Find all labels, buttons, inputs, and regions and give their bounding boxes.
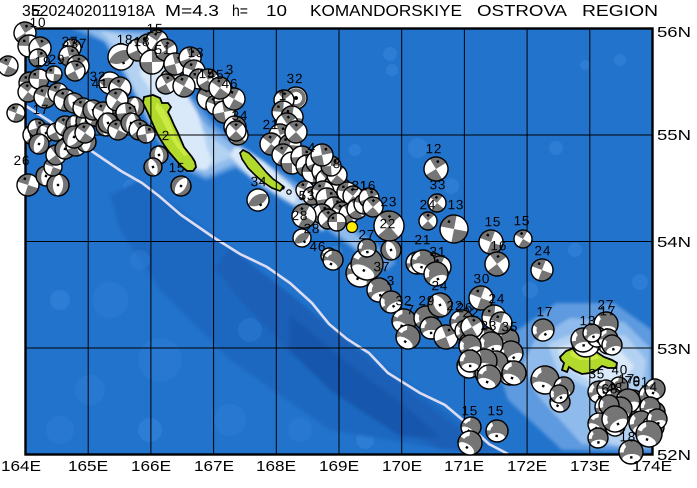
svg-text:21: 21 xyxy=(415,232,432,247)
svg-text:15: 15 xyxy=(485,214,502,229)
svg-text:29: 29 xyxy=(49,52,66,67)
svg-text:18: 18 xyxy=(117,32,134,47)
svg-text:10: 10 xyxy=(30,15,47,30)
svg-text:32: 32 xyxy=(396,293,413,308)
svg-text:171E: 171E xyxy=(444,458,484,475)
svg-text:56N: 56N xyxy=(657,24,691,41)
svg-text:13: 13 xyxy=(448,197,465,212)
svg-text:22: 22 xyxy=(380,216,397,231)
svg-text:32: 32 xyxy=(90,69,107,84)
svg-text:41: 41 xyxy=(92,76,109,91)
svg-text:1: 1 xyxy=(279,88,287,103)
svg-text:16: 16 xyxy=(491,238,508,253)
svg-text:35: 35 xyxy=(502,319,519,334)
svg-text:169E: 169E xyxy=(319,458,359,475)
svg-text:52N: 52N xyxy=(657,447,691,464)
svg-text:31: 31 xyxy=(352,178,369,193)
svg-text:15: 15 xyxy=(514,213,531,228)
svg-text:51: 51 xyxy=(155,42,172,57)
svg-text:15: 15 xyxy=(169,160,186,175)
svg-text:15: 15 xyxy=(147,21,164,36)
svg-text:OSTROVA: OSTROVA xyxy=(477,3,568,20)
svg-text:13: 13 xyxy=(580,313,597,328)
svg-text:13: 13 xyxy=(188,45,205,60)
svg-text:h=: h= xyxy=(232,3,248,20)
svg-text:28: 28 xyxy=(292,208,309,223)
svg-text:28: 28 xyxy=(304,221,321,236)
svg-text:2: 2 xyxy=(162,128,170,143)
svg-text:15: 15 xyxy=(487,403,504,418)
svg-text:37: 37 xyxy=(62,34,79,49)
svg-text:164E: 164E xyxy=(1,458,41,475)
svg-text:21: 21 xyxy=(263,117,280,132)
svg-text:37: 37 xyxy=(374,259,391,274)
svg-text:4: 4 xyxy=(308,140,316,155)
svg-text:48: 48 xyxy=(606,380,623,395)
svg-text:33: 33 xyxy=(430,177,447,192)
svg-text:68: 68 xyxy=(601,381,618,396)
svg-text:17: 17 xyxy=(537,304,554,319)
svg-text:37: 37 xyxy=(71,36,88,51)
svg-text:55N: 55N xyxy=(657,127,691,144)
svg-text:24: 24 xyxy=(420,197,437,212)
svg-text:168E: 168E xyxy=(256,458,296,475)
svg-text:79: 79 xyxy=(624,373,641,388)
svg-text:46: 46 xyxy=(310,239,327,254)
svg-text:18: 18 xyxy=(619,429,636,444)
svg-text:53: 53 xyxy=(299,188,316,203)
svg-text:45: 45 xyxy=(208,67,225,82)
svg-text:7: 7 xyxy=(224,70,232,85)
svg-text:35202402011918A: 35202402011918A xyxy=(22,3,156,20)
svg-text:7: 7 xyxy=(407,302,415,317)
svg-text:17: 17 xyxy=(618,371,635,386)
svg-text:12: 12 xyxy=(426,141,443,156)
svg-text:15: 15 xyxy=(199,66,216,81)
svg-text:19: 19 xyxy=(35,54,52,69)
svg-text:61: 61 xyxy=(632,374,649,389)
svg-text:30: 30 xyxy=(474,271,491,286)
svg-text:35: 35 xyxy=(588,366,605,381)
svg-text:23: 23 xyxy=(481,318,498,333)
svg-text:165E: 165E xyxy=(68,458,108,475)
svg-text:22: 22 xyxy=(447,298,464,313)
svg-text:24: 24 xyxy=(535,243,552,258)
svg-text:17: 17 xyxy=(33,102,50,117)
svg-text:46: 46 xyxy=(222,76,239,91)
svg-text:15: 15 xyxy=(461,403,478,418)
svg-text:10: 10 xyxy=(266,3,287,20)
svg-text:3: 3 xyxy=(226,62,234,77)
svg-text:23: 23 xyxy=(381,194,398,209)
svg-text:173E: 173E xyxy=(570,458,610,475)
svg-text:170E: 170E xyxy=(382,458,422,475)
svg-text:27: 27 xyxy=(359,227,376,242)
svg-text:40: 40 xyxy=(611,362,628,377)
svg-text:KOMANDORSKIYE: KOMANDORSKIYE xyxy=(310,3,462,20)
svg-text:24: 24 xyxy=(432,278,449,293)
svg-text:53N: 53N xyxy=(657,341,691,358)
svg-text:29: 29 xyxy=(419,293,436,308)
svg-text:22: 22 xyxy=(463,305,480,320)
svg-text:167E: 167E xyxy=(194,458,234,475)
svg-text:34: 34 xyxy=(232,108,249,123)
svg-text:M=4.3: M=4.3 xyxy=(165,3,219,20)
svg-text:4: 4 xyxy=(650,379,658,394)
svg-text:16: 16 xyxy=(360,178,377,193)
svg-text:31: 31 xyxy=(430,244,447,259)
svg-text:18: 18 xyxy=(134,34,151,49)
svg-text:3: 3 xyxy=(387,273,395,288)
svg-text:REGION: REGION xyxy=(582,3,658,20)
svg-text:34: 34 xyxy=(251,174,268,189)
svg-text:54N: 54N xyxy=(657,234,691,251)
svg-text:17: 17 xyxy=(600,303,617,318)
svg-text:8: 8 xyxy=(333,156,341,171)
svg-text:27: 27 xyxy=(598,297,615,312)
svg-text:32: 32 xyxy=(287,71,304,86)
svg-text:26: 26 xyxy=(14,153,31,168)
svg-text:172E: 172E xyxy=(507,458,547,475)
svg-text:26: 26 xyxy=(457,300,474,315)
svg-text:174E: 174E xyxy=(632,458,672,475)
svg-text:E: E xyxy=(31,3,41,20)
svg-text:166E: 166E xyxy=(131,458,171,475)
svg-text:24: 24 xyxy=(489,291,506,306)
